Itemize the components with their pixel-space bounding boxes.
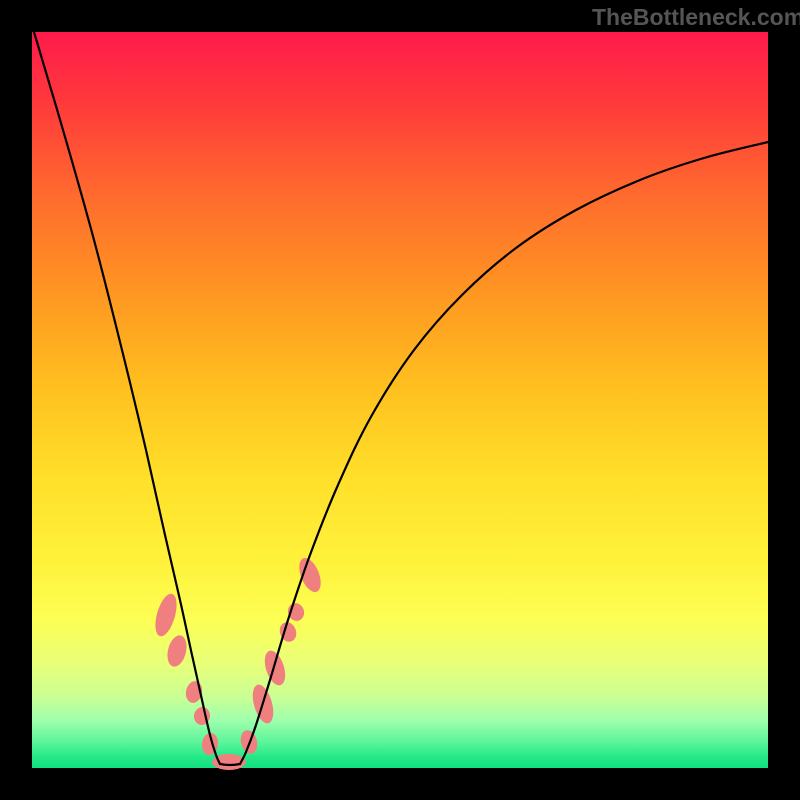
- watermark-text: TheBottleneck.com: [592, 4, 800, 31]
- frame-border-left: [0, 0, 32, 800]
- chart-frame: TheBottleneck.com: [0, 0, 800, 800]
- frame-border-bottom: [0, 768, 800, 800]
- background-gradient: [32, 32, 768, 768]
- frame-border-right: [768, 0, 800, 800]
